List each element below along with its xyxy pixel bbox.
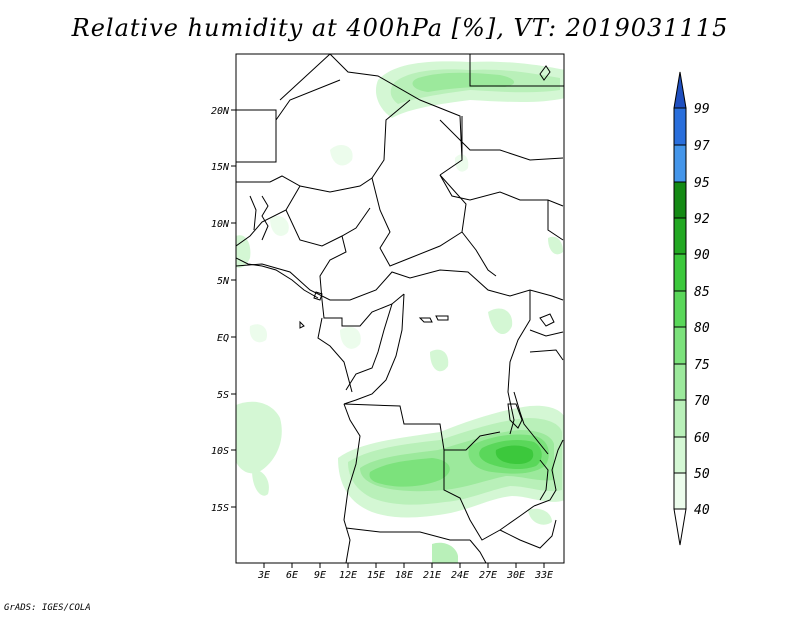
colorbar-segment: [673, 326, 687, 365]
lon-label: 9E: [314, 570, 326, 581]
lat-label: 10N: [211, 219, 230, 230]
colorbar-bottom-arrow: [673, 508, 687, 546]
lat-label: EQ: [217, 333, 229, 344]
lat-label: 5S: [217, 390, 229, 401]
colorbar-segment: [673, 107, 687, 146]
colorbar-segment: [673, 472, 687, 510]
colorbar-label: 40: [694, 503, 710, 518]
lon-label: 21E: [423, 570, 441, 581]
colorbar-segment: [673, 181, 687, 219]
map-frame: [235, 53, 565, 564]
colorbar-label: 92: [694, 212, 710, 227]
humidity-shading: [236, 61, 564, 563]
lat-label: 20N: [211, 106, 230, 117]
colorbar-segment: [673, 290, 687, 328]
colorbar-segment: [673, 253, 687, 292]
lon-label: 33E: [534, 570, 553, 581]
lon-label: 30E: [506, 570, 525, 581]
colorbar-top-arrow: [673, 71, 687, 109]
colorbar-label: 60: [694, 431, 710, 446]
colorbar-segment: [673, 436, 687, 474]
lon-label: 6E: [286, 570, 298, 581]
colorbar-segment: [673, 144, 687, 183]
colorbar-label: 99: [694, 102, 710, 117]
lat-label: 15N: [211, 162, 230, 173]
lon-label: 18E: [395, 570, 413, 581]
lat-label: 5N: [217, 276, 230, 287]
colorbar-segment: [673, 399, 687, 438]
lat-label: 15S: [211, 503, 229, 514]
chart-title: Relative humidity at 400hPa [%], VT: 201…: [71, 14, 729, 42]
colorbar-segment: [673, 363, 687, 401]
colorbar-label: 70: [694, 394, 710, 409]
colorbar-label: 75: [694, 358, 710, 373]
lon-label: 27E: [479, 570, 497, 581]
credit-text: GrADS: IGES/COLA: [4, 603, 91, 613]
colorbar-label: 90: [694, 248, 710, 263]
colorbar-label: 80: [694, 321, 710, 336]
lon-label: 3E: [257, 570, 270, 581]
colorbar: 99 97 95 92 90 85 80 75 70 60 50 40: [673, 71, 710, 546]
lon-label: 24E: [451, 570, 469, 581]
colorbar-label: 50: [694, 467, 710, 482]
colorbar-segment: [673, 217, 687, 255]
lon-label: 12E: [339, 570, 357, 581]
lat-labels: 20N 15N 10N 5N EQ 5S 10S 15S: [211, 106, 230, 514]
country-borders: [236, 54, 564, 563]
lat-label: 10S: [211, 446, 229, 457]
colorbar-label: 97: [694, 139, 710, 154]
lon-labels: 3E 6E 9E 12E 15E 18E 21E 24E 27E 30E 33E: [257, 570, 553, 581]
lon-label: 15E: [367, 570, 385, 581]
colorbar-label: 95: [694, 176, 710, 191]
colorbar-label: 85: [694, 285, 710, 300]
axis-ticks: [231, 109, 545, 568]
